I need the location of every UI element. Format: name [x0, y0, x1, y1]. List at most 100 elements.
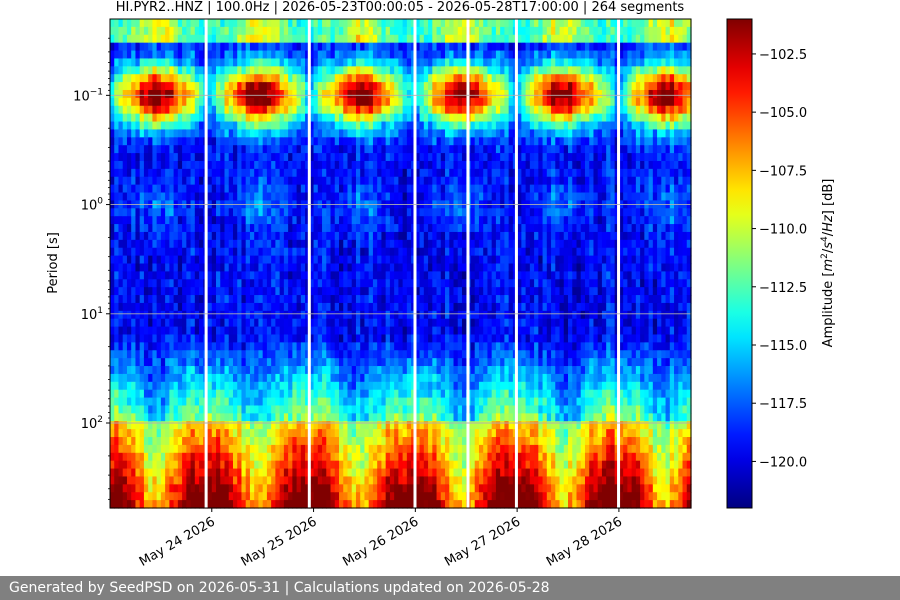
heatmap-cell [389, 239, 395, 249]
heatmap-cell [110, 176, 115, 186]
heatmap-cell [445, 397, 450, 407]
heatmap-cell [300, 429, 306, 438]
heatmap-cell [445, 287, 450, 296]
heatmap-cell [355, 184, 361, 194]
heatmap-cell [398, 326, 404, 336]
heatmap-cell [207, 460, 213, 470]
heatmap-cell [423, 484, 429, 493]
heatmap-cell [432, 255, 438, 265]
heatmap-cell [339, 310, 344, 320]
heatmap-cell [190, 82, 196, 91]
heatmap-cell [445, 271, 450, 280]
heatmap-cell [194, 381, 200, 391]
heatmap-cell [389, 50, 395, 60]
heatmap-cell [177, 429, 183, 438]
heatmap-cell [122, 405, 128, 414]
heatmap-cell [402, 421, 408, 430]
heatmap-cell [266, 295, 272, 304]
heatmap-cell [351, 468, 357, 478]
heatmap-cell [288, 42, 293, 52]
heatmap-cell [194, 89, 200, 99]
heatmap-cell [199, 82, 204, 91]
heatmap-cell [347, 255, 353, 265]
heatmap-cell [135, 216, 141, 225]
heatmap-cell [296, 137, 302, 146]
heatmap-cell [385, 255, 391, 265]
heatmap-cell [249, 381, 255, 391]
heatmap-cell [266, 342, 272, 351]
heatmap-cell [347, 82, 353, 91]
heatmap-cell [131, 421, 137, 430]
heatmap-cell [360, 444, 366, 454]
heatmap-cell [182, 121, 187, 131]
heatmap-cell [423, 224, 429, 233]
heatmap-cell [148, 342, 154, 351]
heatmap-cell [322, 255, 327, 265]
heatmap-cell [143, 74, 149, 83]
heatmap-cell [372, 105, 378, 115]
heatmap-cell [258, 492, 264, 501]
heatmap-cell [220, 389, 226, 399]
heatmap-cell [182, 437, 187, 446]
heatmap-cell [343, 405, 349, 414]
heatmap-cell [173, 429, 179, 438]
heatmap-cell [317, 176, 323, 186]
heatmap-cell [440, 263, 446, 272]
heatmap-cell [432, 34, 438, 44]
heatmap-cell [296, 168, 302, 178]
heatmap-cell [385, 192, 391, 202]
heatmap-cell [360, 145, 366, 154]
heatmap-cell [173, 105, 179, 115]
heatmap-cell [415, 160, 421, 170]
heatmap-cell [339, 468, 344, 478]
heatmap-cell [339, 74, 344, 83]
heatmap-cell [432, 460, 438, 470]
heatmap-cell [143, 247, 149, 257]
heatmap-cell [211, 145, 217, 154]
heatmap-cell [300, 137, 306, 146]
heatmap-cell [334, 216, 340, 225]
heatmap-cell [207, 216, 213, 225]
heatmap-cell [262, 66, 268, 75]
heatmap-cell [300, 405, 306, 414]
heatmap-cell [143, 34, 149, 44]
heatmap-cell [241, 34, 247, 44]
heatmap-cell [334, 58, 340, 67]
heatmap-cell [190, 397, 196, 407]
heatmap-cell [207, 231, 213, 241]
heatmap-cell [355, 153, 361, 162]
heatmap-cell [118, 444, 124, 454]
heatmap-cell [377, 476, 383, 485]
heatmap-cell [440, 42, 446, 52]
heatmap-cell [440, 460, 446, 470]
heatmap-cell [186, 437, 192, 446]
heatmap-cell [110, 342, 115, 351]
heatmap-cell [126, 437, 132, 446]
heatmap-cell [237, 302, 243, 312]
heatmap-cell [190, 310, 196, 320]
heatmap-cell [110, 113, 115, 123]
heatmap-cell [224, 302, 230, 312]
heatmap-cell [224, 295, 230, 304]
heatmap-cell [224, 421, 230, 430]
heatmap-cell [381, 184, 387, 194]
heatmap-cell [262, 168, 268, 178]
heatmap-cell [372, 160, 378, 170]
heatmap-cell [139, 492, 145, 501]
heatmap-cell [432, 381, 438, 391]
heatmap-cell [241, 271, 247, 280]
heatmap-cell [160, 129, 166, 138]
heatmap-cell [423, 208, 429, 217]
heatmap-cell [322, 437, 327, 446]
heatmap-cell [118, 74, 124, 83]
heatmap-cell [182, 97, 187, 107]
heatmap-cell [381, 160, 387, 170]
heatmap-cell [245, 19, 251, 28]
heatmap-cell [165, 184, 170, 194]
heatmap-cell [339, 271, 344, 280]
heatmap-cell [419, 350, 425, 359]
heatmap-cell [313, 429, 319, 438]
heatmap-cell [220, 247, 226, 257]
heatmap-cell [326, 58, 332, 67]
heatmap-cell [262, 452, 268, 462]
